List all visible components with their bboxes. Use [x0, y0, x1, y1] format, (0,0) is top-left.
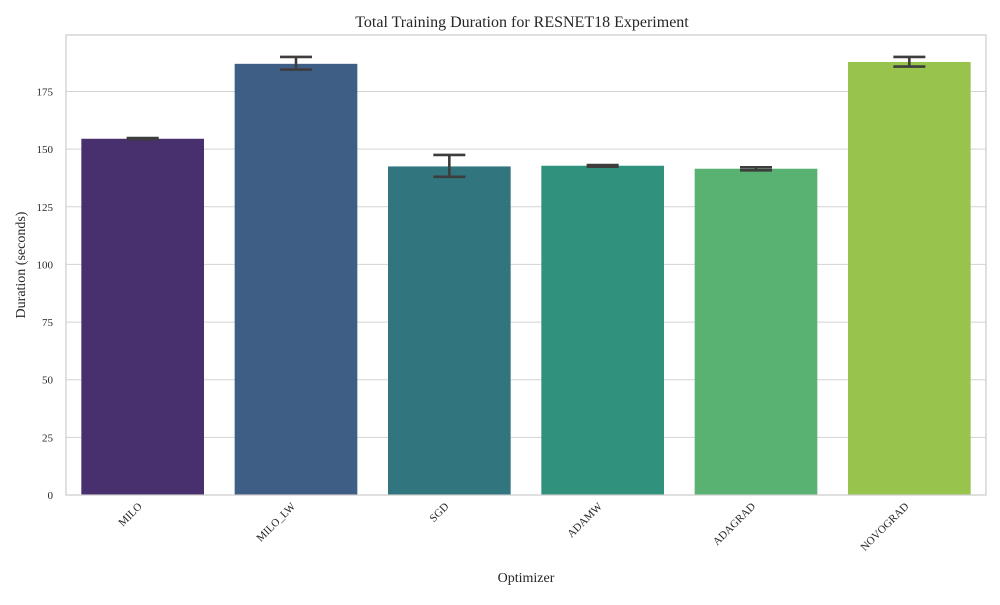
x-tick-label: ADAGRAD — [711, 501, 758, 548]
x-tick-label: ADAMW — [565, 500, 605, 540]
error-bar — [586, 163, 619, 168]
x-axis-label: Optimizer — [498, 571, 555, 586]
error-bars — [126, 55, 926, 179]
y-tick-label: 175 — [37, 86, 54, 98]
bar-adamw — [541, 165, 664, 495]
error-bar — [740, 166, 772, 172]
x-tick-label: MILO_LW — [254, 500, 298, 544]
x-tick-label: MILO — [116, 501, 144, 529]
error-bar — [280, 55, 312, 71]
x-tick-label: NOVOGRAD — [858, 501, 911, 554]
error-bar — [893, 55, 926, 68]
y-tick-label: 50 — [42, 375, 54, 387]
bar-sgd — [388, 166, 511, 495]
bar-milo — [81, 138, 204, 495]
y-tick-label: 25 — [42, 432, 54, 444]
bar-milo-lw — [234, 63, 358, 496]
y-tick-label: 100 — [37, 259, 54, 271]
error-bar — [433, 153, 466, 179]
bar-novograd — [848, 61, 971, 495]
bar-adagrad — [694, 168, 818, 496]
plot-frame — [65, 34, 987, 496]
y-tick-label: 0 — [48, 490, 54, 502]
x-tick-labels: MILO MILO_LW SGD ADAMW ADAGRAD NOVOGRAD — [116, 500, 911, 553]
x-tick-label: SGD — [427, 501, 451, 525]
y-tick-label: 125 — [37, 202, 54, 214]
y-tick-labels: 0 25 50 75 100 125 150 175 — [37, 86, 54, 502]
chart-title: Total Training Duration for RESNET18 Exp… — [355, 14, 689, 31]
y-tick-label: 75 — [42, 317, 54, 329]
y-axis-label: Duration (seconds) — [14, 211, 29, 318]
bars — [81, 61, 971, 496]
y-tick-label: 150 — [37, 144, 54, 156]
error-bar — [126, 136, 159, 141]
y-gridlines — [66, 90, 986, 496]
